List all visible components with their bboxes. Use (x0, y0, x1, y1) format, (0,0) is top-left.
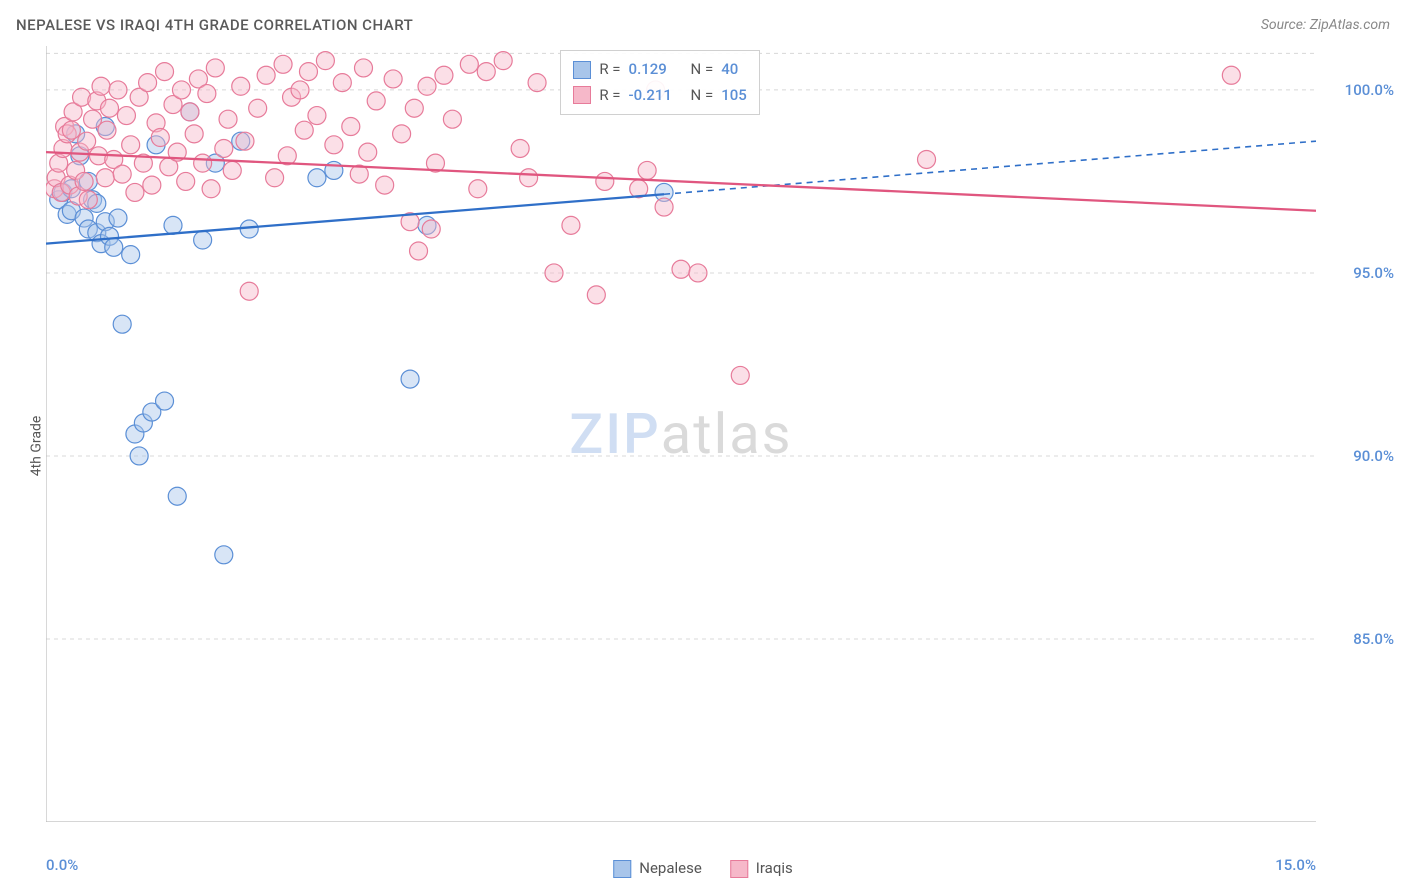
legend-swatch-icon (730, 860, 748, 878)
stats-n-label: N = (691, 83, 714, 109)
x-axis-min-label: 0.0% (46, 856, 78, 874)
y-tick-label: 85.0% (1353, 630, 1394, 648)
legend-item-nepalese: Nepalese (613, 859, 702, 878)
stats-r-label: R = (599, 57, 620, 83)
stats-r-value: -0.211 (629, 83, 683, 109)
stats-swatch-icon (573, 86, 591, 104)
y-tick-label: 95.0% (1353, 264, 1394, 282)
stats-legend-box: R = 0.129 N = 40 R = -0.211 N = 105 (560, 50, 759, 115)
y-axis-label: 4th Grade (28, 416, 44, 477)
chart-title: NEPALESE VS IRAQI 4TH GRADE CORRELATION … (16, 16, 413, 34)
x-axis-max-label: 15.0% (1275, 856, 1316, 874)
bottom-legend: Nepalese Iraqis (613, 859, 793, 878)
stats-r-value: 0.129 (629, 57, 683, 83)
stats-n-label: N = (691, 57, 714, 83)
stats-row-iraqis: R = -0.211 N = 105 (573, 83, 746, 109)
legend-label: Iraqis (756, 859, 793, 877)
stats-n-value: 40 (721, 57, 738, 83)
stats-row-nepalese: R = 0.129 N = 40 (573, 57, 746, 83)
y-tick-label: 100.0% (1345, 81, 1394, 99)
chart-header: NEPALESE VS IRAQI 4TH GRADE CORRELATION … (0, 0, 1406, 40)
legend-swatch-icon (613, 860, 631, 878)
legend-label: Nepalese (639, 859, 702, 877)
y-tick-label: 90.0% (1353, 447, 1394, 465)
legend-item-iraqis: Iraqis (730, 859, 793, 878)
stats-r-label: R = (599, 83, 620, 109)
chart-source: Source: ZipAtlas.com (1261, 17, 1390, 33)
scatter-svg (46, 46, 1316, 822)
stats-swatch-icon (573, 61, 591, 79)
plot-area: ZIPatlas R =0.129N =40R =-0.211N =105 (46, 46, 1316, 822)
stats-n-value: 105 (721, 83, 747, 109)
